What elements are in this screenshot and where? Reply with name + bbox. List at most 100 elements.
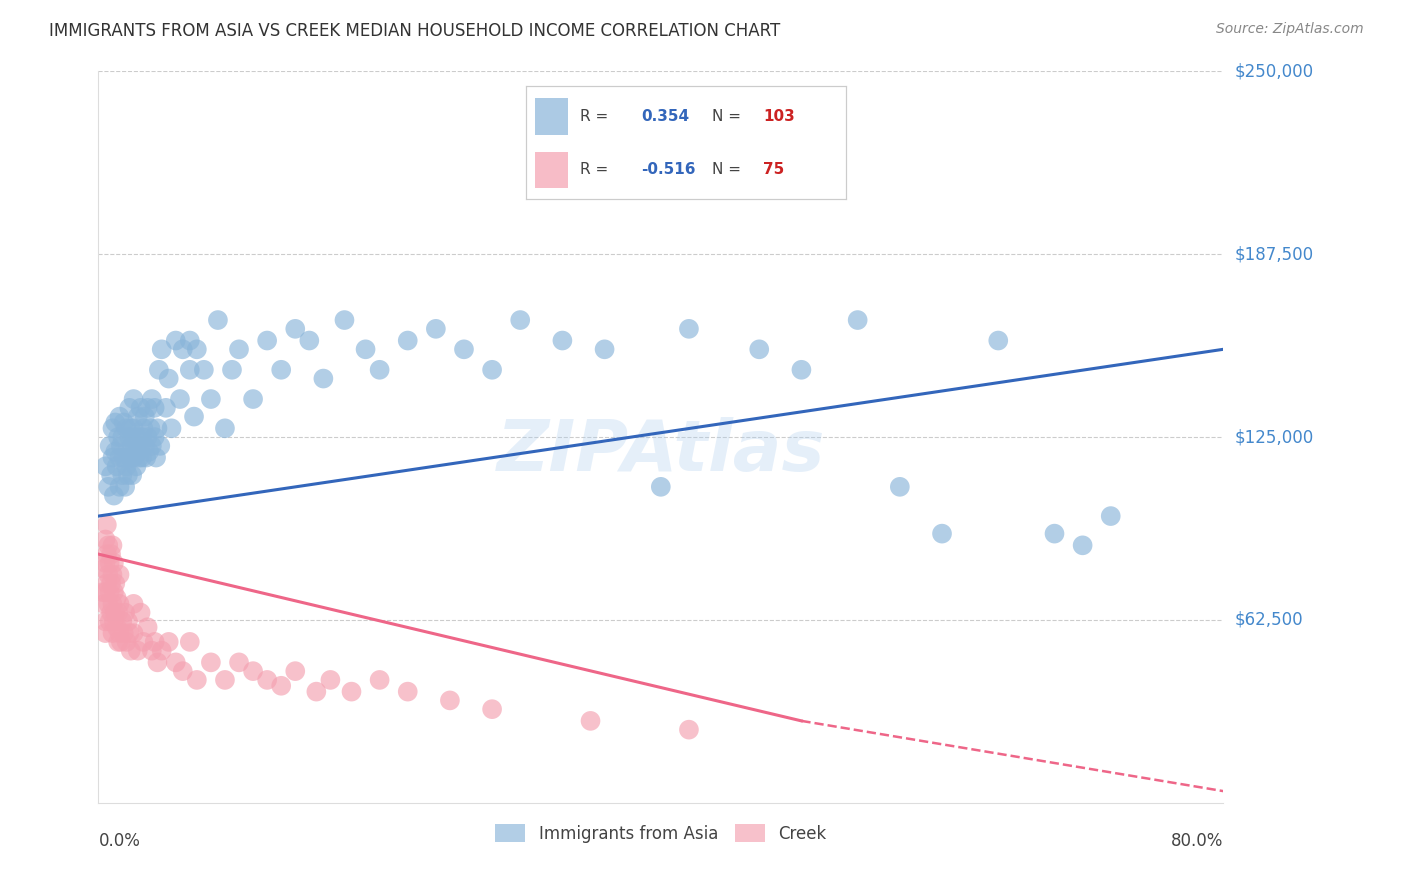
Point [118,626,141,640]
Point [333,313,356,327]
Point [128,450,150,465]
Point [284,664,307,678]
Point [155,401,177,415]
Text: Source: ZipAtlas.com: Source: ZipAtlas.com [1216,22,1364,37]
Point [98,439,121,453]
Point [97,480,120,494]
Point [107,430,129,444]
Point [425,322,447,336]
Point [122,597,145,611]
Point [1043,526,1066,541]
Point [129,401,152,415]
Legend: Immigrants from Asia, Creek: Immigrants from Asia, Creek [489,818,832,849]
Point [93,597,115,611]
Point [678,723,700,737]
Point [368,673,391,687]
Point [131,450,153,465]
Point [1099,509,1122,524]
Point [122,626,145,640]
Point [200,392,222,406]
Point [97,597,120,611]
Point [298,334,321,348]
Point [186,343,208,357]
Point [136,430,159,444]
Point [111,468,134,483]
Point [207,313,229,327]
Text: $250,000: $250,000 [1234,62,1313,80]
Point [141,439,163,453]
Point [94,556,117,570]
Point [103,556,125,570]
Point [103,489,125,503]
Point [179,363,201,377]
Point [987,334,1010,348]
Point [108,567,131,582]
Point [100,576,122,591]
Point [340,684,363,698]
Point [138,444,160,458]
Point [136,620,159,634]
Point [127,643,149,657]
Point [439,693,461,707]
Point [143,635,166,649]
Point [122,450,145,465]
Point [127,409,149,424]
Point [165,334,187,348]
Point [790,363,813,377]
Point [179,635,201,649]
Point [214,673,236,687]
Point [101,597,124,611]
Point [678,322,700,336]
Text: ZIPAtlas: ZIPAtlas [496,417,825,486]
Point [120,450,142,465]
Point [97,538,120,552]
Point [132,421,155,435]
Point [101,626,124,640]
Point [100,547,122,561]
Point [889,480,911,494]
Point [242,664,264,678]
Point [165,656,187,670]
Point [172,664,194,678]
Point [157,635,180,649]
Point [96,517,118,532]
Point [103,615,125,629]
Point [305,684,328,698]
Point [129,606,152,620]
Point [160,421,183,435]
Point [179,334,201,348]
Point [134,439,156,453]
Point [93,562,115,576]
Point [105,459,128,474]
Point [104,416,127,430]
Point [111,430,134,444]
Text: $62,500: $62,500 [1234,611,1303,629]
Point [117,444,139,458]
Point [135,450,157,465]
Point [143,401,166,415]
Point [146,656,169,670]
Point [104,444,127,458]
Point [149,439,172,453]
Point [122,421,145,435]
Point [112,626,135,640]
Point [94,626,117,640]
Point [107,635,129,649]
Text: $125,000: $125,000 [1234,428,1313,446]
Point [91,585,114,599]
Point [368,363,391,377]
Point [214,421,236,435]
Point [101,421,124,435]
Point [96,547,118,561]
Point [129,439,152,453]
Point [103,585,125,599]
Point [101,567,124,582]
Point [150,643,173,657]
Point [172,343,194,357]
Text: IMMIGRANTS FROM ASIA VS CREEK MEDIAN HOUSEHOLD INCOME CORRELATION CHART: IMMIGRANTS FROM ASIA VS CREEK MEDIAN HOU… [49,22,780,40]
Point [111,615,134,629]
Point [94,533,117,547]
Point [96,576,118,591]
Point [132,635,155,649]
Point [228,656,250,670]
